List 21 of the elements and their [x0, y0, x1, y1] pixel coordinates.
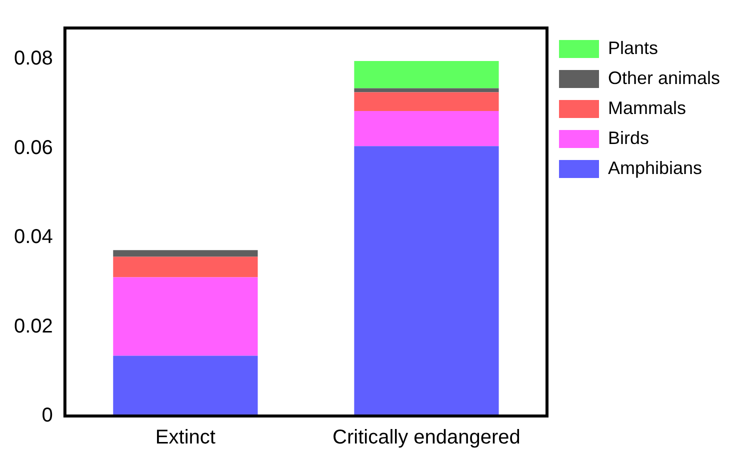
y-tick-label: 0.06 [14, 136, 53, 159]
y-tick-label: 0.02 [14, 315, 53, 338]
bar [113, 277, 258, 356]
y-tick-label: 0.04 [14, 226, 53, 248]
bar [354, 88, 499, 92]
x-tick-label: Extinct [155, 426, 216, 449]
bar [113, 356, 258, 416]
bar [354, 146, 499, 416]
x-tick-label: Critically endangered [332, 426, 520, 449]
legend-label: Birds [608, 128, 650, 148]
bar [354, 110, 499, 146]
legend-label: Amphibians [608, 158, 702, 178]
y-tick-label: 0 [42, 404, 53, 427]
bar [113, 256, 258, 278]
y-tick-label: 0.08 [14, 48, 53, 70]
bar [354, 92, 499, 111]
legend-label: Other animals [608, 68, 720, 88]
bar [354, 61, 499, 88]
legend-label: Mammals [608, 98, 686, 118]
legend-label: Plants [608, 38, 658, 58]
bar [113, 250, 258, 257]
